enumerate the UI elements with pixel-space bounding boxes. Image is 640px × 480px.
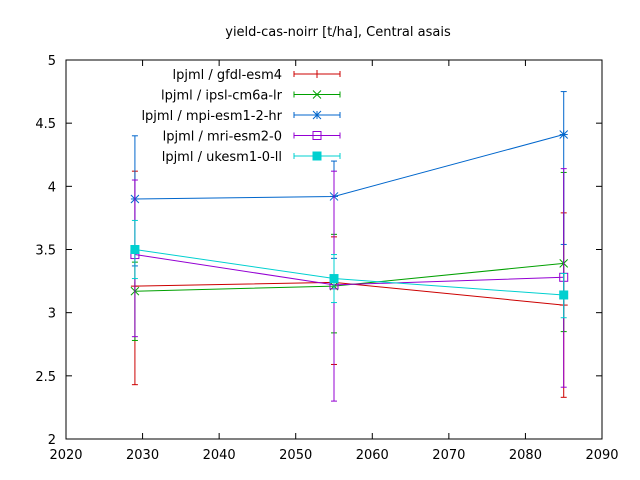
y-tick-label: 4.5 — [35, 117, 56, 132]
legend-label: lpjml / gfdl-esm4 — [173, 68, 282, 83]
y-tick-label: 4 — [48, 180, 56, 195]
y-tick-label: 5 — [48, 54, 56, 69]
x-tick-label: 2060 — [356, 448, 389, 463]
y-tick-label: 2 — [48, 433, 56, 448]
legend-entry: lpjml / ukesm1-0-ll — [162, 150, 341, 165]
legend-label: lpjml / mpi-esm1-2-hr — [141, 109, 282, 124]
legend-marker — [312, 131, 322, 140]
legend-marker — [312, 151, 322, 161]
x-tick-label: 2030 — [126, 448, 159, 463]
legend-label: lpjml / mri-esm2-0 — [163, 130, 282, 145]
legend-marker — [312, 110, 322, 120]
x-tick-label: 2020 — [49, 448, 82, 463]
legend-entry: lpjml / mri-esm2-0 — [163, 130, 341, 145]
x-tick-label: 2070 — [432, 448, 465, 463]
legend-label: lpjml / ukesm1-0-ll — [162, 150, 282, 165]
y-tick-label: 2.5 — [35, 370, 56, 385]
series-4 — [130, 219, 569, 319]
legend-entry: lpjml / mpi-esm1-2-hr — [141, 109, 341, 124]
x-tick-label: 2080 — [509, 448, 542, 463]
legend-label: lpjml / ipsl-cm6a-lr — [161, 89, 283, 104]
legend-entry: lpjml / ipsl-cm6a-lr — [161, 89, 341, 104]
plot-area: 2020 2030 2040 2050 2060 2070 2080 2090 2 2.5 3 3.5… — [35, 54, 618, 463]
y-tick-label: 3 — [48, 307, 56, 322]
series-line — [134, 281, 564, 306]
y-tick-label: 3.5 — [35, 244, 56, 259]
chart-title: yield-cas-noirr [t/ha], Central asais — [225, 25, 451, 40]
legend-marker — [312, 90, 322, 99]
data-point — [329, 274, 339, 284]
series-line — [134, 262, 564, 292]
x-tick-label: 2090 — [585, 448, 618, 463]
legend: lpjml / gfdl-esm4 lpjml / ipsl-cm6a-lr lpj… — [141, 68, 341, 165]
series-line — [134, 249, 564, 296]
legend-entry: lpjml / gfdl-esm4 — [173, 68, 341, 83]
legend-marker — [313, 70, 321, 78]
data-point — [559, 290, 569, 300]
x-tick-label: 2040 — [203, 448, 236, 463]
data-point — [559, 130, 569, 139]
series-1 — [130, 171, 569, 341]
data-point — [130, 245, 140, 254]
x-tick-label: 2050 — [279, 448, 312, 463]
